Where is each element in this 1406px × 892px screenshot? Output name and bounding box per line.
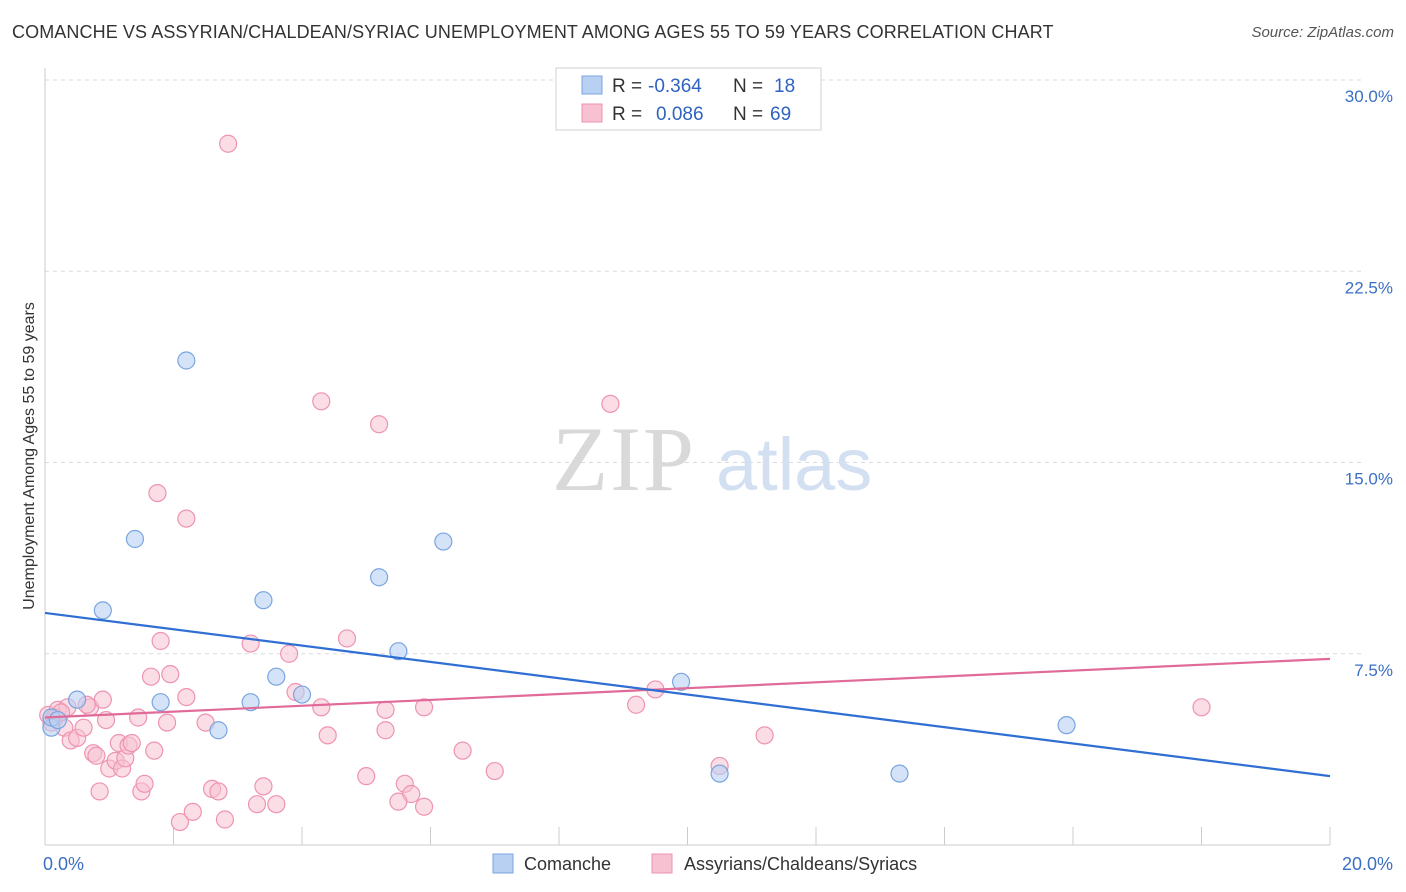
comanche-point-15 bbox=[434, 532, 453, 551]
y-tick-label-0: 7.5% bbox=[1354, 661, 1393, 680]
comanche-point-13 bbox=[370, 568, 389, 587]
legend-n-label-2: N = bbox=[733, 104, 763, 125]
legend-r-label-1: R = bbox=[612, 76, 642, 97]
legend-r-value-2: 0.086 bbox=[656, 104, 704, 125]
bottom-legend-comanche: Comanche bbox=[524, 854, 611, 874]
legend-r-value-1: -0.364 bbox=[648, 76, 702, 97]
comanche-point-7 bbox=[177, 351, 196, 370]
assyrians-point-40 bbox=[247, 795, 267, 814]
comanche-point-6 bbox=[151, 693, 170, 712]
x-tick-label-0: 0.0% bbox=[43, 854, 84, 874]
comanche-point-9 bbox=[241, 693, 260, 712]
y-axis-title: Unemployment Among Ages 55 to 59 years bbox=[21, 302, 38, 610]
assyrians-point-56 bbox=[414, 698, 434, 717]
comanche-point-16 bbox=[671, 672, 691, 691]
comanche-point-18 bbox=[890, 764, 909, 783]
assyrians-point-49 bbox=[357, 767, 376, 786]
assyrians-point-57 bbox=[414, 797, 434, 816]
assyrians-point-12 bbox=[93, 690, 112, 709]
assyrians-point-7 bbox=[74, 718, 93, 737]
assyrians-point-46 bbox=[312, 392, 331, 411]
watermark-atlas: atlas bbox=[716, 423, 872, 506]
assyrians-point-30 bbox=[170, 812, 190, 832]
series-assyrians-points bbox=[39, 134, 1211, 832]
comanche-point-14 bbox=[389, 642, 408, 661]
assyrians-point-32 bbox=[177, 509, 196, 528]
bottom-legend-swatch-assyrians bbox=[651, 853, 673, 874]
assyrians-trend-line bbox=[44, 657, 1331, 719]
comanche-point-3 bbox=[68, 690, 87, 709]
assyrians-point-55 bbox=[389, 792, 408, 811]
comanche-point-12 bbox=[292, 685, 312, 704]
bottom-legend-assyrians: Assyrians/Chaldeans/Syriacs bbox=[684, 854, 917, 874]
comanche-point-10 bbox=[267, 667, 286, 686]
x-tick-labels: 0.0% 20.0% bbox=[43, 854, 1393, 874]
comanche-point-5 bbox=[125, 529, 145, 549]
comanche-point-17 bbox=[710, 764, 729, 783]
assyrians-point-27 bbox=[151, 631, 170, 651]
legend-swatch-blue bbox=[581, 75, 603, 95]
legend-r-label-2: R = bbox=[612, 104, 642, 125]
source-label: Source: ZipAtlas.com bbox=[1251, 24, 1394, 41]
assyrians-point-64 bbox=[755, 726, 774, 745]
grid-lines bbox=[45, 79, 1365, 655]
assyrians-point-43 bbox=[280, 644, 299, 663]
assyrians-point-45 bbox=[312, 698, 331, 717]
assyrians-point-36 bbox=[209, 782, 228, 801]
y-tick-label-2: 22.5% bbox=[1345, 278, 1393, 297]
assyrians-point-60 bbox=[601, 394, 620, 413]
assyrians-point-37 bbox=[215, 810, 234, 829]
x-tick-label-1: 20.0% bbox=[1342, 854, 1393, 874]
legend-n-value-2: 69 bbox=[770, 104, 791, 125]
legend-n-label-1: N = bbox=[733, 76, 763, 97]
assyrians-point-21 bbox=[129, 708, 148, 727]
assyrians-point-50 bbox=[370, 415, 389, 434]
assyrians-point-59 bbox=[485, 761, 504, 781]
y-tick-label-1: 15.0% bbox=[1345, 470, 1393, 489]
assyrians-point-26 bbox=[148, 484, 167, 503]
comanche-point-2 bbox=[48, 710, 67, 730]
assyrians-point-51 bbox=[376, 721, 395, 740]
assyrians-point-28 bbox=[157, 713, 177, 732]
assyrians-point-10 bbox=[87, 746, 106, 765]
y-tick-label-3: 30.0% bbox=[1345, 87, 1393, 106]
comanche-point-19 bbox=[1057, 716, 1076, 735]
assyrians-point-52 bbox=[376, 700, 395, 719]
bottom-legend-swatch-comanche bbox=[492, 853, 514, 874]
y-tick-labels: 7.5% 15.0% 22.5% 30.0% bbox=[1345, 87, 1393, 680]
bottom-legend: Comanche Assyrians/Chaldeans/Syriacs bbox=[492, 853, 917, 874]
assyrians-point-48 bbox=[337, 629, 357, 648]
assyrians-point-23 bbox=[135, 774, 154, 793]
trend-lines bbox=[44, 611, 1331, 778]
comanche-trend-line bbox=[44, 611, 1331, 778]
assyrians-point-47 bbox=[318, 726, 337, 745]
legend-swatch-pink bbox=[581, 103, 603, 123]
comanche-point-11 bbox=[254, 591, 273, 610]
assyrians-point-31 bbox=[177, 687, 196, 707]
series-comanche-points bbox=[42, 351, 1076, 783]
chart-title: COMANCHE VS ASSYRIAN/CHALDEAN/SYRIAC UNE… bbox=[12, 22, 1054, 42]
assyrians-point-33 bbox=[183, 802, 202, 821]
assyrians-point-65 bbox=[1192, 698, 1211, 717]
assyrians-point-24 bbox=[141, 667, 161, 686]
assyrians-point-61 bbox=[626, 695, 646, 714]
watermark: ZIP atlas bbox=[552, 408, 872, 510]
assyrians-point-11 bbox=[90, 782, 109, 801]
legend-n-value-1: 18 bbox=[774, 76, 795, 97]
assyrians-point-25 bbox=[145, 741, 164, 760]
assyrians-point-29 bbox=[161, 665, 180, 684]
assyrians-point-20 bbox=[122, 733, 141, 753]
comanche-point-4 bbox=[93, 601, 112, 620]
assyrians-point-58 bbox=[453, 741, 472, 760]
comanche-point-8 bbox=[209, 721, 228, 740]
legend-box: R = -0.364 N = 18 R = 0.086 N = 69 bbox=[555, 67, 822, 131]
assyrians-point-41 bbox=[254, 777, 273, 796]
assyrians-point-38 bbox=[219, 134, 238, 153]
watermark-zip: ZIP bbox=[552, 408, 696, 510]
assyrians-point-42 bbox=[267, 795, 286, 814]
